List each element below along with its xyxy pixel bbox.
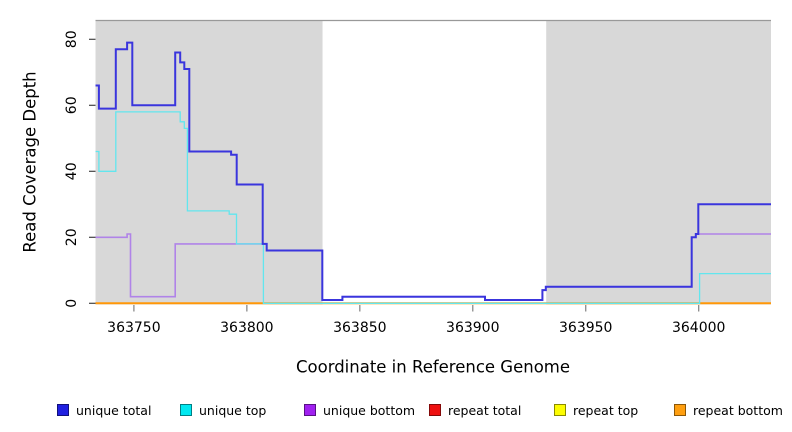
y-tick-label-60: 60: [64, 96, 80, 114]
y-tick-label-20: 20: [64, 228, 80, 246]
x-tick-label-363900: 363900: [446, 320, 499, 336]
x-tick-label-363950: 363950: [559, 320, 612, 336]
x-tick-label-363750: 363750: [107, 320, 160, 336]
legend-item-unique-total: unique total: [57, 396, 151, 424]
y-tick-label-0: 0: [64, 299, 80, 308]
y-tick-label-80: 80: [64, 30, 80, 48]
legend-item-repeat-bottom: repeat bottom: [674, 396, 783, 424]
x-axis-title: Coordinate in Reference Genome: [295, 357, 571, 377]
legend-item-unique-bottom: unique bottom: [304, 396, 415, 424]
legend-swatch-unique-bottom: [304, 404, 316, 416]
legend-label-unique-bottom: unique bottom: [323, 402, 416, 418]
legend-label-unique-total: unique total: [76, 402, 152, 418]
shaded-region: [546, 20, 771, 305]
x-tick-label-363800: 363800: [220, 320, 273, 336]
legend-item-repeat-top: repeat top: [554, 396, 638, 424]
y-axis-title: Read Coverage Depth: [20, 71, 40, 253]
legend-swatch-repeat-bottom: [674, 404, 686, 416]
x-tick-label-364000: 364000: [672, 320, 725, 336]
legend-swatch-unique-total: [57, 404, 69, 416]
legend-item-unique-top: unique top: [180, 396, 266, 424]
x-tick-label-363850: 363850: [333, 320, 386, 336]
legend-item-repeat-total: repeat total: [429, 396, 521, 424]
y-tick-label-40: 40: [64, 162, 80, 180]
legend-label-repeat-top: repeat top: [573, 402, 639, 418]
legend-swatch-unique-top: [180, 404, 192, 416]
legend-label-repeat-bottom: repeat bottom: [693, 402, 783, 418]
legend-swatch-repeat-top: [554, 404, 566, 416]
series-line-unique-top: [95, 111, 771, 304]
legend-swatch-repeat-total: [429, 404, 441, 416]
legend-label-unique-top: unique top: [199, 402, 267, 418]
shaded-region: [95, 20, 323, 305]
series-line-unique-total: [95, 41, 771, 301]
legend: unique total unique top unique bottom repea…: [0, 396, 792, 424]
legend-label-repeat-total: repeat total: [448, 402, 522, 418]
